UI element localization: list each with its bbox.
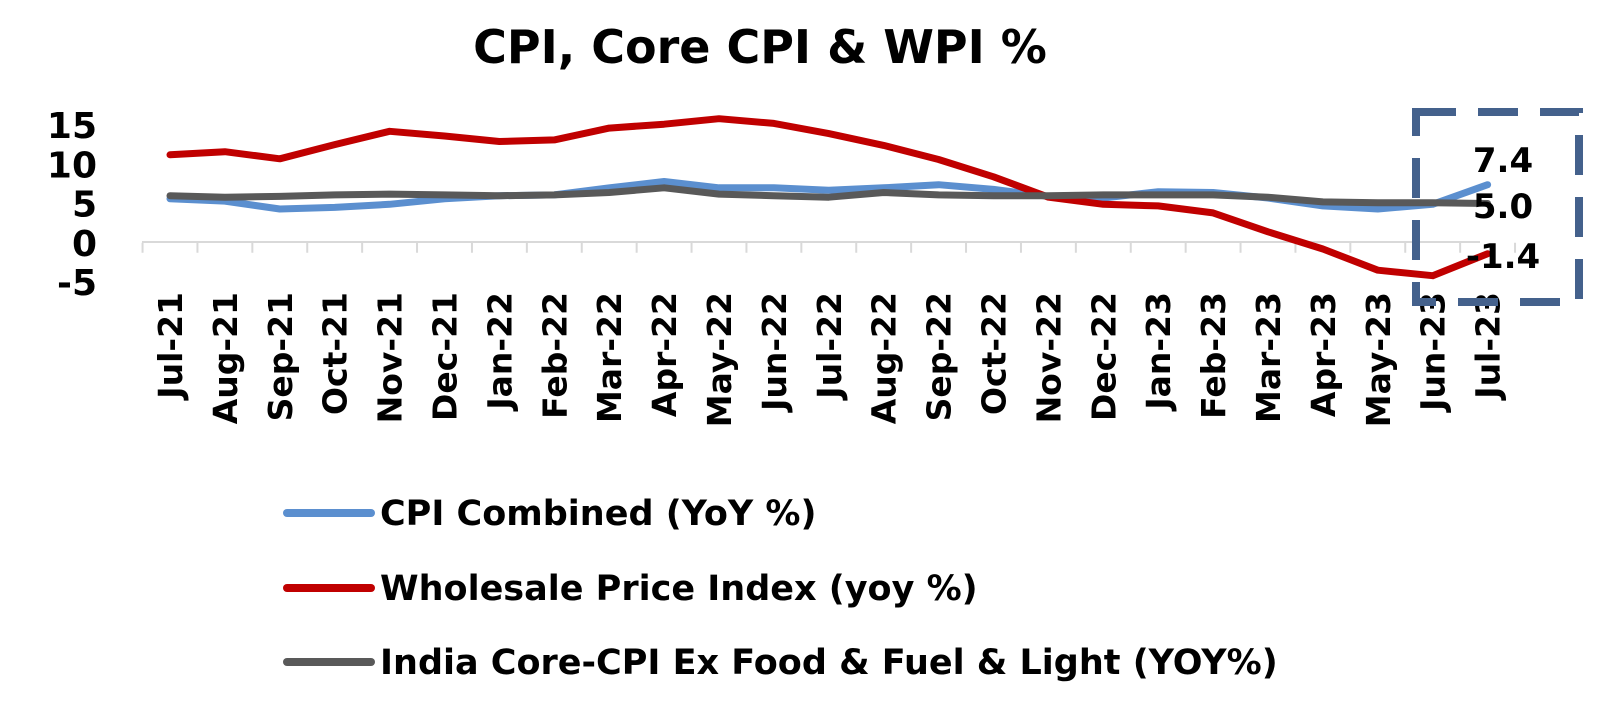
x-tick-label: Mar-22 [590, 292, 629, 423]
legend-label: India Core-CPI Ex Food & Fuel & Light (Y… [380, 643, 1278, 683]
y-tick-label: 10 [47, 145, 97, 186]
data-labels: 7.4 5.0 -1.4 [1466, 141, 1540, 277]
x-tick-label: Jul-23 [1469, 292, 1508, 401]
legend-label: Wholesale Price Index (yoy %) [380, 569, 978, 609]
x-tick-label: Dec-22 [1084, 292, 1123, 421]
data-label: -1.4 [1466, 237, 1540, 277]
x-tick-label: Nov-21 [371, 292, 410, 423]
y-tick-label: -5 [57, 263, 97, 304]
x-tick-label: Apr-23 [1304, 292, 1343, 417]
data-label: 5.0 [1473, 187, 1533, 227]
highlight-box [1412, 108, 1583, 306]
x-tick-label: Jun-22 [755, 292, 794, 413]
series-lines [166, 115, 1492, 280]
x-axis-tickmarks [141, 242, 1517, 253]
x-tick-label: May-23 [1359, 292, 1398, 427]
series-line-2 [166, 115, 1492, 280]
x-tick-label: Oct-22 [975, 292, 1014, 415]
y-tick-label: 15 [47, 106, 97, 147]
legend-label: CPI Combined (YoY %) [380, 494, 816, 534]
x-tick-label: Jun-23 [1414, 292, 1453, 413]
x-tick-label: Feb-22 [535, 292, 574, 419]
x-tick-label: Feb-23 [1194, 292, 1233, 419]
x-tick-label: Oct-21 [316, 292, 355, 415]
series-line-3 [166, 184, 1492, 207]
x-tick-label: Jan-22 [480, 292, 519, 412]
x-tick-label: Jul-21 [151, 292, 190, 401]
x-tick-label: Nov-22 [1029, 292, 1068, 423]
legend: CPI Combined (YoY %) Wholesale Price Inde… [283, 494, 1278, 683]
y-tick-label: 5 [72, 185, 97, 226]
x-tick-label: Dec-21 [426, 292, 465, 421]
x-tick-label: Jul-22 [810, 292, 849, 401]
x-tick-label: Aug-22 [865, 292, 904, 424]
x-tick-label: Jan-23 [1139, 292, 1178, 412]
y-tick-label: 0 [72, 224, 97, 265]
x-tick-label: Mar-23 [1249, 292, 1288, 423]
x-axis-ticks: Jul-21 Aug-21 Sep-21 Oct-21 Nov-21 Dec-21 Jan-… [151, 292, 1508, 427]
x-tick-label: Sep-21 [261, 292, 300, 421]
chart-title: CPI, Core CPI & WPI % [473, 20, 1047, 74]
data-label: 7.4 [1473, 141, 1533, 181]
x-tick-label: Sep-22 [920, 292, 959, 421]
x-tick-label: Aug-21 [206, 292, 245, 424]
x-tick-label: May-22 [700, 292, 739, 427]
x-tick-label: Apr-22 [645, 292, 684, 417]
